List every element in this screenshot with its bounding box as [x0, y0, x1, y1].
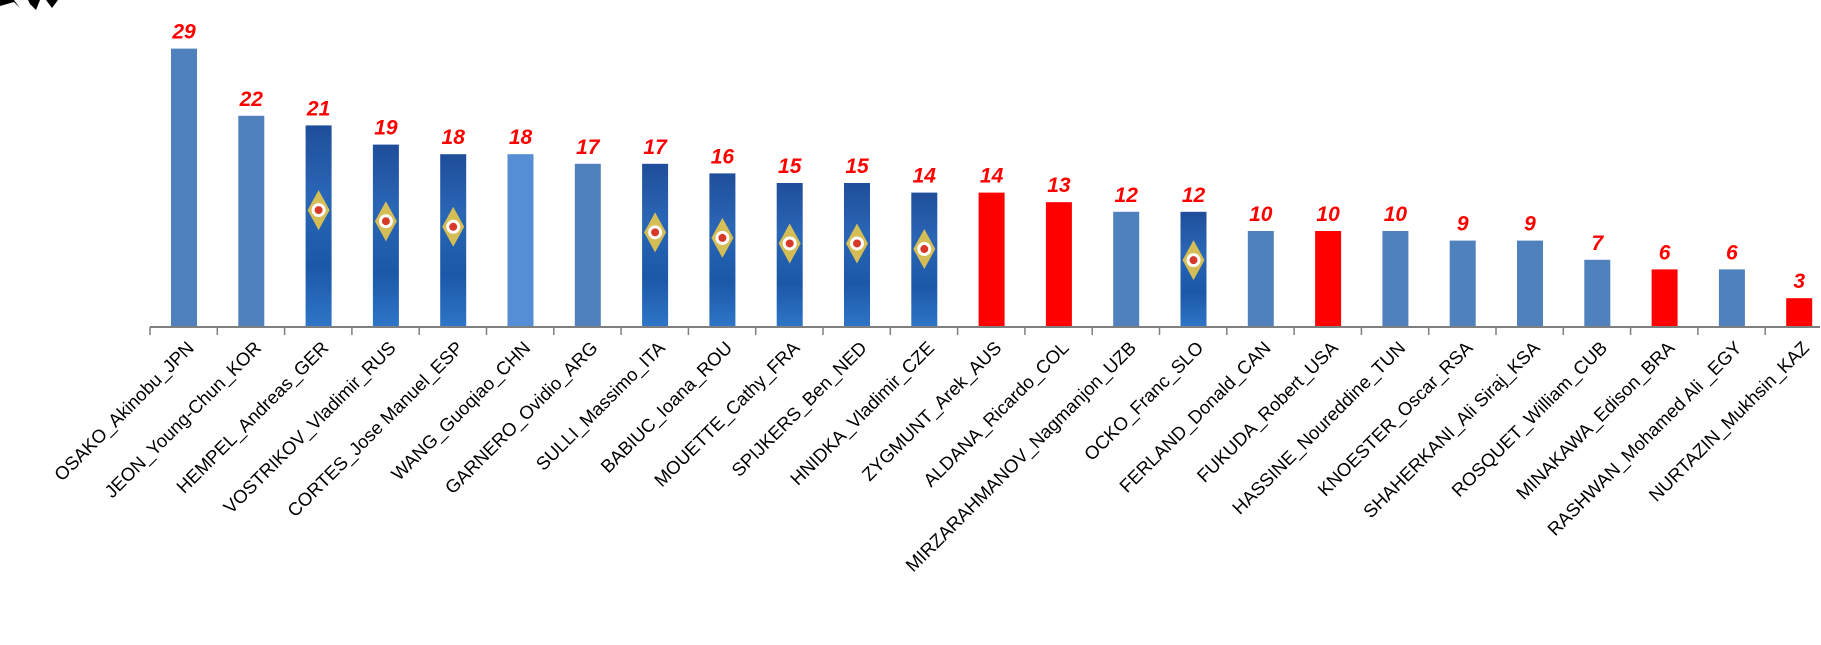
data-label: 17	[576, 136, 601, 159]
bar-fukuda-robert-usa	[1315, 231, 1342, 327]
data-label: 17	[643, 136, 668, 159]
bar-emblem-center	[920, 245, 929, 254]
bar-garnero-ovidio-arg	[574, 163, 601, 327]
bar-emblem-center	[718, 233, 727, 242]
category-labels-group: OSAKO_Akinobu_JPNJEON_Young-Chun_KORHEMP…	[50, 337, 1814, 577]
data-label: 6	[1659, 241, 1671, 264]
data-label: 29	[171, 21, 196, 44]
bar-emblem-center	[314, 206, 323, 215]
data-label: 10	[1384, 203, 1408, 226]
bar-rashwan-mohamed-ali-egy	[1718, 269, 1745, 327]
data-label: 6	[1726, 241, 1738, 264]
data-label: 13	[1047, 174, 1071, 197]
bar-emblem-center	[381, 217, 390, 226]
bar-aldana-ricardo-col	[1045, 202, 1072, 327]
bar-knoester-oscar-rsa	[1449, 240, 1476, 327]
bar-emblem-center	[785, 239, 794, 248]
logo-fragment-icon	[0, 0, 58, 10]
data-label: 18	[442, 126, 466, 149]
data-label: 14	[913, 165, 937, 188]
bar-emblem-center	[853, 239, 861, 248]
x-tick-label: BABIUC_Ioana_ROU	[596, 337, 737, 478]
data-label: 9	[1524, 213, 1536, 236]
bar-zygmunt-arek-aus	[978, 192, 1005, 327]
bar-emblem-center	[651, 228, 660, 237]
x-axis	[149, 326, 1820, 335]
data-label: 15	[845, 155, 869, 178]
bar-emblem-center	[1189, 256, 1198, 265]
data-label: 14	[980, 165, 1004, 188]
bar-minakawa-edison-bra	[1651, 269, 1678, 327]
bar-nurtazin-mukhsin-kaz	[1786, 298, 1813, 327]
bar-shaherkani-ali-siraj-ksa	[1517, 240, 1543, 327]
data-label: 10	[1249, 203, 1273, 226]
bar-wang-guoqiao-chn	[507, 154, 534, 327]
bar-jeon-young-chun-kor	[238, 115, 265, 327]
bar-ferland-donald-can	[1247, 231, 1274, 327]
bar-osako-akinobu-jpn	[171, 48, 197, 327]
data-label: 3	[1793, 270, 1805, 293]
data-label: 18	[509, 126, 533, 149]
data-label: 12	[1115, 184, 1139, 207]
bar-emblem-center	[449, 222, 458, 231]
data-label: 10	[1316, 203, 1340, 226]
bars-group	[171, 48, 1813, 328]
data-label: 16	[711, 145, 735, 168]
data-label: 12	[1182, 184, 1206, 207]
bar-hassine-noureddine-tun	[1382, 231, 1409, 327]
data-label: 7	[1591, 232, 1604, 255]
x-tick-label: SULLI_Massimo_ITA	[531, 337, 670, 476]
bar-mirzarahmanov-nagmanjon-uzb	[1113, 211, 1140, 327]
x-tick-label: OCKO_Franc_SLO	[1080, 337, 1208, 465]
data-label: 21	[306, 97, 330, 120]
bar-rosquet-william-cub	[1584, 259, 1611, 327]
data-label: 19	[374, 117, 398, 140]
data-label: 15	[778, 155, 802, 178]
value-labels-group: 29 22 21 19 18 18 17 17 16 15 15 14 14 13 12 12 10 10 10 9 9…	[171, 21, 1805, 294]
data-label: 9	[1457, 213, 1469, 236]
data-label: 22	[239, 88, 264, 111]
